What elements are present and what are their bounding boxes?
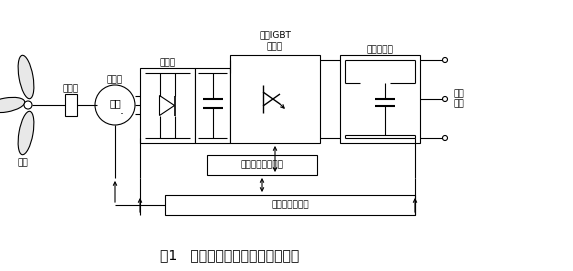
Bar	[207, 155, 317, 175]
Text: 公用
电网: 公用 电网	[453, 89, 464, 109]
Text: .: .	[120, 105, 124, 118]
Circle shape	[95, 85, 135, 125]
Text: 嵌入式控制系统: 嵌入式控制系统	[271, 201, 309, 209]
Text: 齿轮箱: 齿轮箱	[63, 85, 79, 93]
Ellipse shape	[0, 97, 25, 113]
Text: 图1   变速风力发电系统的典型结构: 图1 变速风力发电系统的典型结构	[160, 248, 300, 262]
Bar	[340, 55, 420, 143]
Circle shape	[442, 57, 448, 63]
Text: 桥式IGBT
逆变器: 桥式IGBT 逆变器	[259, 31, 291, 51]
Bar	[195, 68, 230, 143]
Circle shape	[24, 101, 32, 109]
Text: 风机: 风机	[18, 159, 29, 167]
Text: 三相: 三相	[109, 98, 121, 108]
Circle shape	[442, 96, 448, 102]
Bar	[230, 55, 320, 143]
Text: 逆变器控制及保护: 逆变器控制及保护	[241, 160, 284, 169]
Ellipse shape	[18, 111, 34, 155]
Text: 整流器: 整流器	[159, 59, 175, 67]
Circle shape	[442, 136, 448, 140]
Bar	[140, 68, 195, 143]
Polygon shape	[159, 95, 175, 115]
Text: 发电机: 发电机	[107, 76, 123, 85]
Text: 输出滤波器: 输出滤波器	[367, 46, 394, 54]
Ellipse shape	[18, 55, 34, 99]
Bar	[65, 94, 77, 116]
Bar	[165, 195, 415, 215]
